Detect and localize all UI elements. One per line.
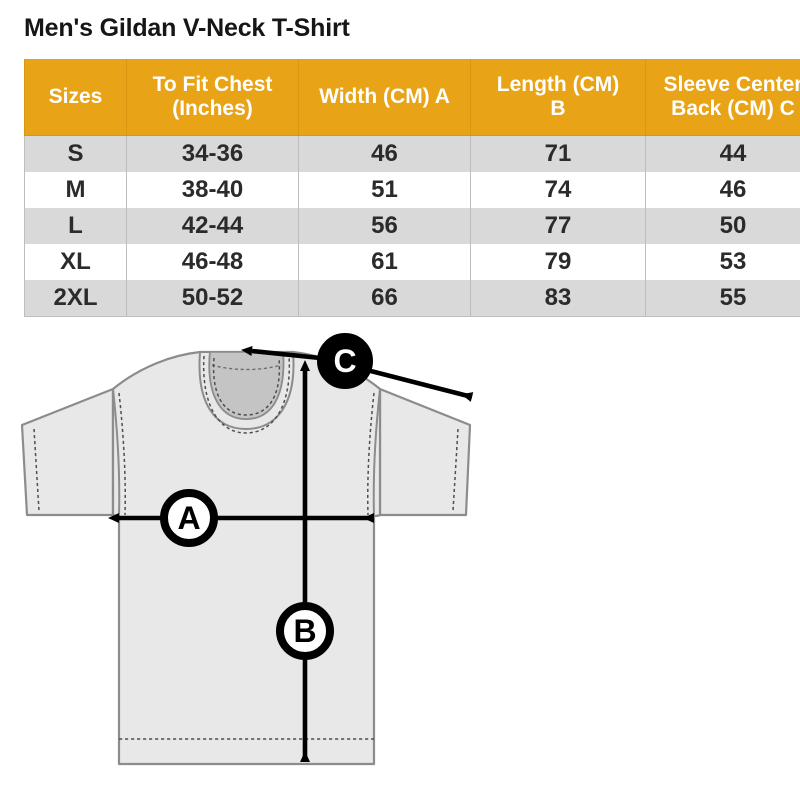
- cell-chest: 46-48: [126, 244, 299, 280]
- cell-width: 56: [298, 208, 471, 244]
- cell-width: 46: [298, 135, 471, 172]
- right-armhole-seam: [372, 388, 381, 517]
- left-armhole-seam: [112, 388, 121, 517]
- column-header-width: Width (CM) A: [298, 59, 471, 136]
- column-header-sleeve: Sleeve Center Back (CM) C: [645, 59, 800, 136]
- table-row: XL 46-48 61 79 53: [24, 244, 800, 280]
- cell-chest: 50-52: [126, 280, 299, 317]
- table-row: L 42-44 56 77 50: [24, 208, 800, 244]
- table-body: S 34-36 46 71 44 M 38-40 51 74 46 L 42-4…: [24, 135, 800, 317]
- column-header-sleeve-line1: Sleeve Center: [663, 73, 800, 97]
- cell-length: 79: [470, 244, 646, 280]
- cell-size: 2XL: [24, 280, 127, 317]
- marker-badge-c: C: [317, 333, 373, 389]
- cell-sleeve: 53: [645, 244, 800, 280]
- marker-a-label: A: [177, 500, 200, 536]
- tshirt-diagram-svg: A B C: [20, 333, 474, 766]
- column-header-chest-line1: To Fit Chest: [152, 73, 273, 97]
- table-header-row: Sizes To Fit Chest (Inches) Width (CM) A…: [24, 59, 800, 136]
- right-sleeve: [378, 387, 472, 517]
- column-header-length: Length (CM) B: [470, 59, 646, 136]
- size-chart-table: Sizes To Fit Chest (Inches) Width (CM) A…: [24, 59, 800, 317]
- right-sleeve-hem-stitch: [452, 428, 459, 512]
- cell-sleeve: 44: [645, 135, 800, 172]
- tshirt-garment: [20, 350, 472, 766]
- right-armhole-stitch: [367, 392, 375, 516]
- marker-b-circle: [276, 602, 334, 660]
- marker-b-label: B: [293, 613, 316, 649]
- collar-stitch-inner: [212, 357, 281, 416]
- table-row: 2XL 50-52 66 83 55: [24, 280, 800, 317]
- cell-chest: 34-36: [126, 135, 299, 172]
- cell-chest: 42-44: [126, 208, 299, 244]
- cell-length: 71: [470, 135, 646, 172]
- cell-size: XL: [24, 244, 127, 280]
- marker-badge-b: B: [276, 602, 334, 660]
- cell-sleeve: 46: [645, 172, 800, 208]
- cell-length: 83: [470, 280, 646, 317]
- page-title: Men's Gildan V-Neck T-Shirt: [24, 14, 350, 42]
- left-armhole-stitch: [118, 392, 126, 516]
- column-header-length-line1: Length (CM): [496, 73, 620, 97]
- cell-sleeve: 50: [645, 208, 800, 244]
- marker-c-circle: [317, 333, 373, 389]
- cell-chest: 38-40: [126, 172, 299, 208]
- column-header-chest-line2: (Inches): [172, 97, 253, 120]
- column-header-sizes: Sizes: [24, 59, 127, 136]
- cell-length: 77: [470, 208, 646, 244]
- marker-a-circle: [160, 489, 218, 547]
- cell-size: S: [24, 135, 127, 172]
- column-header-width-line1: Width (CM) A: [319, 85, 450, 109]
- cell-size: L: [24, 208, 127, 244]
- cell-width: 51: [298, 172, 471, 208]
- table-header: Sizes To Fit Chest (Inches) Width (CM) A…: [24, 59, 800, 136]
- left-sleeve: [20, 387, 115, 517]
- table-row: S 34-36 46 71 44: [24, 135, 800, 172]
- cell-size: M: [24, 172, 127, 208]
- cell-width: 61: [298, 244, 471, 280]
- size-chart-table-container: Sizes To Fit Chest (Inches) Width (CM) A…: [24, 59, 800, 317]
- column-header-chest: To Fit Chest (Inches): [126, 59, 299, 136]
- column-header-sizes-line1: Sizes: [48, 85, 103, 109]
- cell-length: 74: [470, 172, 646, 208]
- table-row: M 38-40 51 74 46: [24, 172, 800, 208]
- marker-c-label: C: [333, 343, 356, 379]
- cell-sleeve: 55: [645, 280, 800, 317]
- marker-badge-a: A: [160, 489, 218, 547]
- left-sleeve-hem-stitch: [33, 428, 40, 512]
- tshirt-measurement-diagram: A B C: [0, 325, 800, 791]
- column-header-sleeve-line2: Back (CM) C: [671, 97, 795, 120]
- cell-width: 66: [298, 280, 471, 317]
- column-header-length-line2: B: [550, 97, 566, 120]
